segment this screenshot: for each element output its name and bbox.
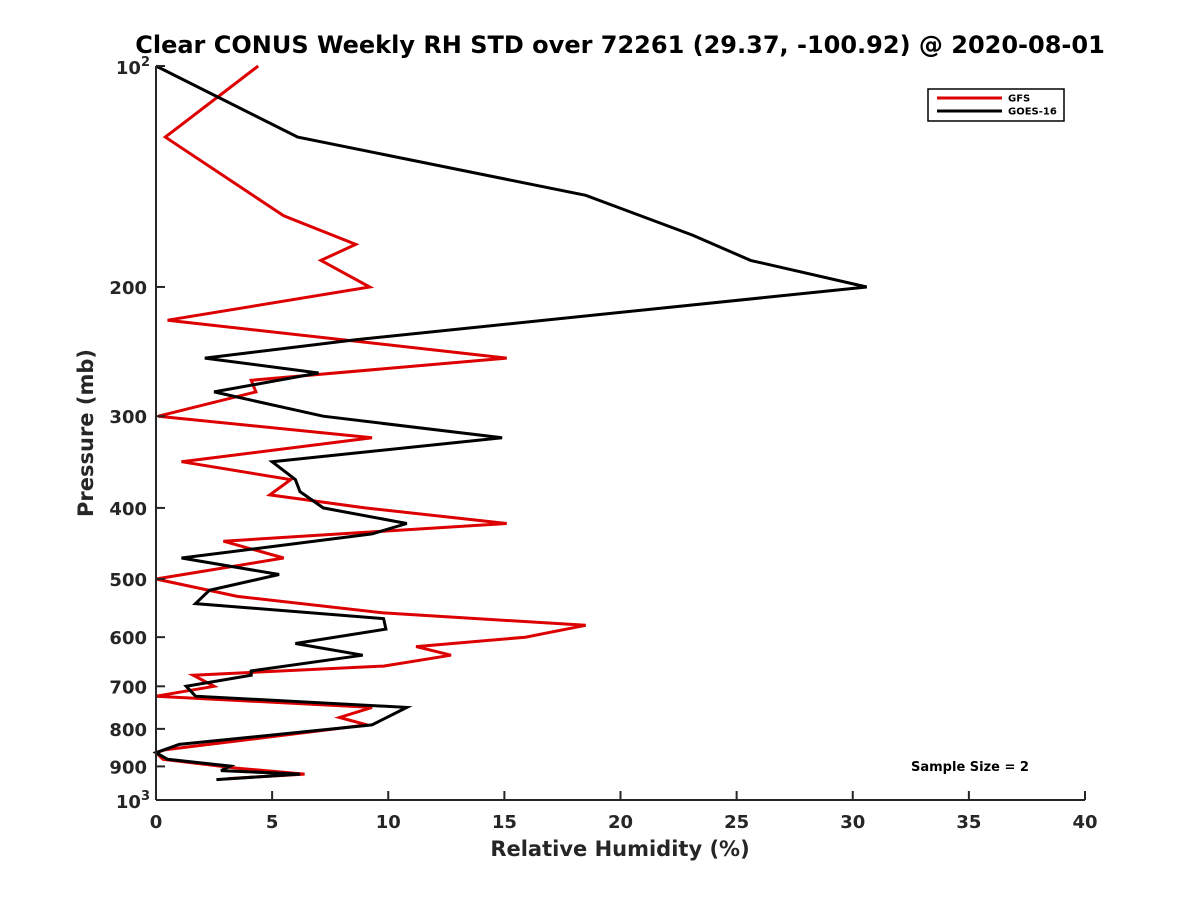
x-tick-label: 35 — [956, 812, 981, 833]
x-tick-label: 40 — [1072, 812, 1097, 833]
x-tick-label: 0 — [150, 812, 163, 833]
y-tick-label: 500 — [109, 570, 147, 591]
x-axis-label: Relative Humidity (%) — [490, 837, 749, 861]
legend-label: GFS — [1008, 94, 1030, 105]
x-axis-ticks: 0 5 10 15 20 25 30 35 40 — [150, 791, 1098, 833]
x-tick-label: 5 — [266, 812, 279, 833]
x-tick-label: 15 — [492, 812, 517, 833]
legend-box — [927, 88, 1065, 122]
legend-label: GOES-16 — [1008, 107, 1057, 118]
y-tick-label: 103 — [116, 789, 150, 813]
plot-lines — [152, 64, 868, 782]
y-tick-label: 700 — [109, 677, 147, 698]
y-tick-label: 400 — [109, 499, 147, 520]
x-tick-label: 10 — [376, 812, 401, 833]
x-tick-label: 30 — [840, 812, 865, 833]
y-tick-label: 300 — [109, 407, 147, 428]
axes — [155, 66, 1085, 801]
x-tick-label: 20 — [608, 812, 633, 833]
legend: GFS GOES-16 — [927, 88, 1065, 122]
y-axis-ticks: 102 200 300 400 500 600 700 800 900 103 — [109, 55, 165, 813]
y-tick-label: 600 — [109, 628, 147, 649]
y-tick-label: 200 — [109, 278, 147, 299]
y-tick-label: 900 — [109, 757, 147, 778]
chart-title: Clear CONUS Weekly RH STD over 72261 (29… — [135, 31, 1105, 59]
sample-size-annotation: Sample Size = 2 — [911, 760, 1029, 775]
y-axis-label: Pressure (mb) — [74, 349, 98, 517]
y-tick-label: 102 — [116, 55, 150, 79]
series-line-goes-16 — [152, 64, 868, 782]
y-tick-label: 800 — [109, 720, 147, 741]
x-tick-label: 25 — [724, 812, 749, 833]
